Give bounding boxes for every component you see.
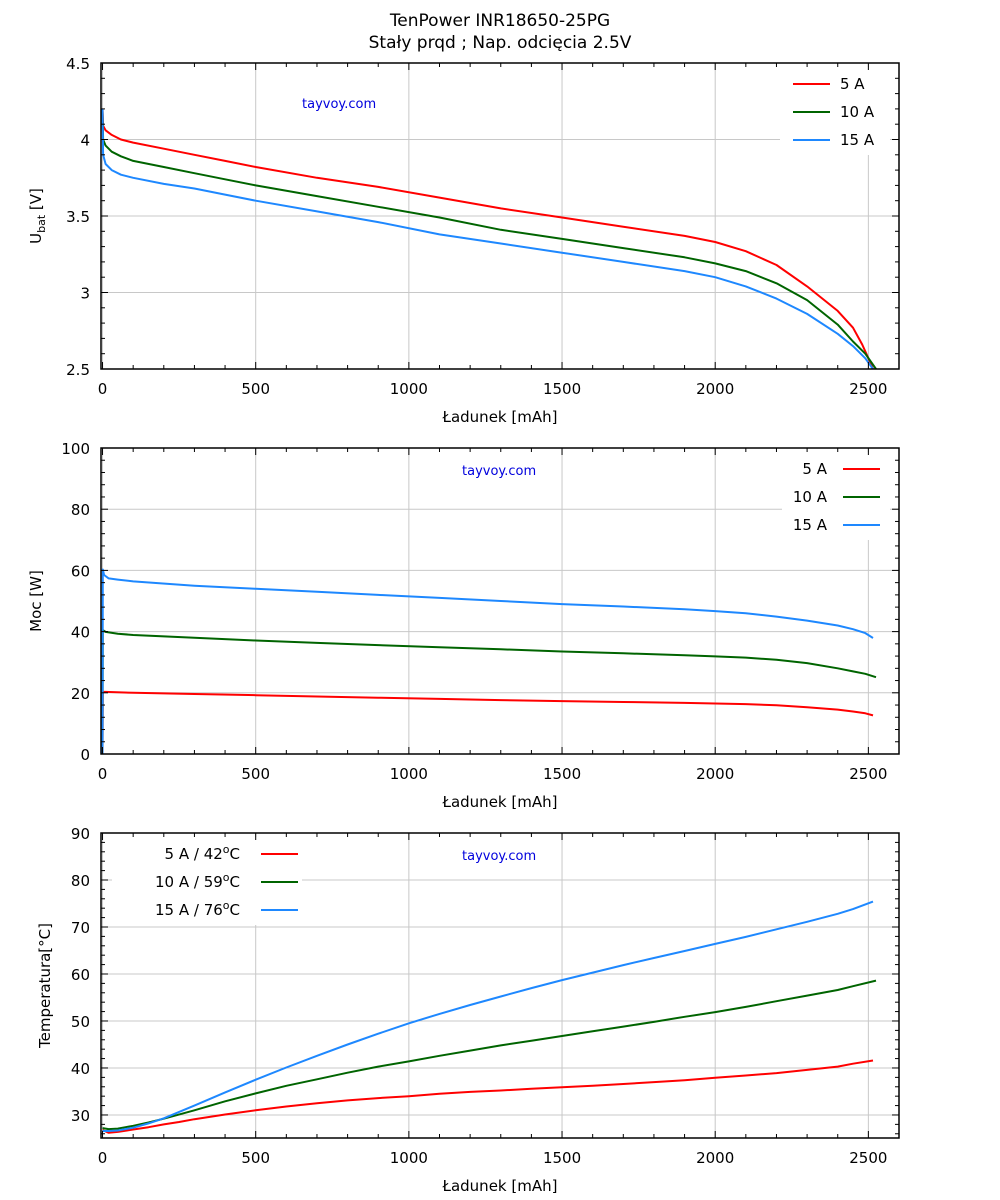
y-axis-label-subscript: bat bbox=[35, 214, 48, 233]
series-line-10-a bbox=[101, 629, 877, 754]
x-tick-label: 1500 bbox=[543, 765, 581, 783]
legend-label: 10 A bbox=[840, 103, 875, 121]
chart-title: TenPower INR18650-25PG bbox=[389, 11, 610, 31]
series-line-5-a bbox=[101, 108, 874, 369]
y-tick-label: 3.5 bbox=[66, 208, 90, 226]
y-tick-label: 80 bbox=[71, 501, 90, 519]
x-axis-label: Ładunek [mAh] bbox=[442, 408, 558, 426]
legend-label-suffix: C bbox=[230, 901, 240, 919]
legend-label: 15 A / 76oC bbox=[155, 899, 240, 919]
plot-power: tayvoy.com 5 A10 A15 A0 500 1000 1500 2000 250… bbox=[27, 440, 900, 811]
series-line-10-a bbox=[101, 108, 877, 369]
watermark: tayvoy.com bbox=[462, 849, 536, 864]
legend-label-suffix: C bbox=[230, 873, 240, 891]
x-tick-label: 500 bbox=[241, 1149, 270, 1167]
x-axis-label: Ładunek [mAh] bbox=[442, 793, 558, 811]
y-axis-label: Moc [W] bbox=[27, 570, 45, 632]
legend-label: 10 A bbox=[793, 488, 828, 506]
y-axis-label-main: U bbox=[27, 233, 45, 244]
x-tick-label: 1500 bbox=[543, 380, 581, 398]
legend-label-suffix: C bbox=[230, 845, 240, 863]
legend-label-main: 5 A / 42 bbox=[165, 845, 223, 863]
legend-label-main: 15 A / 76 bbox=[155, 901, 223, 919]
y-tick-label: 20 bbox=[71, 685, 90, 703]
y-tick-label: 2.5 bbox=[66, 361, 90, 379]
legend-label-sup: o bbox=[223, 899, 230, 912]
plot-frame bbox=[100, 832, 900, 1139]
chart-subtitle: Stały prqd ; Nap. odcięcia 2.5V bbox=[369, 33, 632, 53]
y-tick-label: 40 bbox=[71, 1060, 90, 1078]
x-tick-label: 1000 bbox=[390, 1149, 428, 1167]
legend-label: 10 A / 59oC bbox=[155, 871, 240, 891]
y-axis-label: Ubat [V] bbox=[27, 188, 48, 244]
y-axis-label-unit: [V] bbox=[27, 188, 45, 215]
plot-frame bbox=[100, 447, 900, 755]
legend-label: 15 A bbox=[793, 516, 828, 534]
legend-label: 5 A bbox=[802, 460, 827, 478]
y-tick-label: 60 bbox=[71, 966, 90, 984]
x-tick-label: 2500 bbox=[849, 1149, 887, 1167]
x-tick-label: 2500 bbox=[849, 380, 887, 398]
x-tick-label: 2000 bbox=[696, 380, 734, 398]
x-axis-label: Ładunek [mAh] bbox=[442, 1177, 558, 1195]
legend-label: 5 A / 42oC bbox=[165, 843, 240, 863]
y-tick-label: 80 bbox=[71, 872, 90, 890]
legend-label-sup: o bbox=[223, 871, 230, 884]
x-tick-label: 0 bbox=[98, 1149, 108, 1167]
legend-label: 5 A bbox=[840, 75, 865, 93]
series-line-5-a bbox=[101, 690, 874, 754]
x-tick-label: 2000 bbox=[696, 1149, 734, 1167]
x-tick-label: 500 bbox=[241, 765, 270, 783]
legend-label: 15 A bbox=[840, 131, 875, 149]
series-line-15-a bbox=[101, 568, 874, 754]
series-line-5-a-42 bbox=[102, 1059, 874, 1134]
watermark: tayvoy.com bbox=[462, 464, 536, 479]
y-tick-label: 4.5 bbox=[66, 55, 90, 73]
y-tick-label: 3 bbox=[80, 285, 90, 303]
legend-label-sup: o bbox=[223, 843, 230, 856]
legend: 5 A 10 A 15 A bbox=[782, 452, 890, 540]
y-tick-label: 70 bbox=[71, 919, 90, 937]
y-tick-label: 50 bbox=[71, 1013, 90, 1031]
series-line-15-a bbox=[101, 108, 874, 369]
legend-label-main: 10 A / 59 bbox=[155, 873, 223, 891]
y-tick-label: 4 bbox=[80, 132, 90, 150]
x-tick-label: 2000 bbox=[696, 765, 734, 783]
y-axis-label: Temperatura[°C] bbox=[36, 923, 54, 1049]
y-tick-label: 90 bbox=[71, 825, 90, 843]
series-line-15-a-76 bbox=[102, 900, 874, 1132]
x-tick-label: 0 bbox=[98, 380, 108, 398]
x-tick-label: 500 bbox=[241, 380, 270, 398]
x-tick-label: 1500 bbox=[543, 1149, 581, 1167]
x-tick-label: 1000 bbox=[390, 765, 428, 783]
legend: 5 A 10 A 15 A bbox=[780, 67, 890, 155]
watermark: tayvoy.com bbox=[302, 97, 376, 112]
y-tick-label: 40 bbox=[71, 624, 90, 642]
series-line-10-a-59 bbox=[102, 979, 877, 1131]
y-tick-label: 30 bbox=[71, 1107, 90, 1125]
plot-voltage: tayvoy.com 5 A 10 A 15 A 0 500 1000 1500 2000 250… bbox=[27, 55, 900, 426]
x-tick-label: 1000 bbox=[390, 380, 428, 398]
y-tick-label: 0 bbox=[80, 746, 90, 764]
y-tick-label: 60 bbox=[71, 562, 90, 580]
x-tick-label: 0 bbox=[98, 765, 108, 783]
y-tick-label: 100 bbox=[61, 440, 90, 458]
x-tick-label: 2500 bbox=[849, 765, 887, 783]
